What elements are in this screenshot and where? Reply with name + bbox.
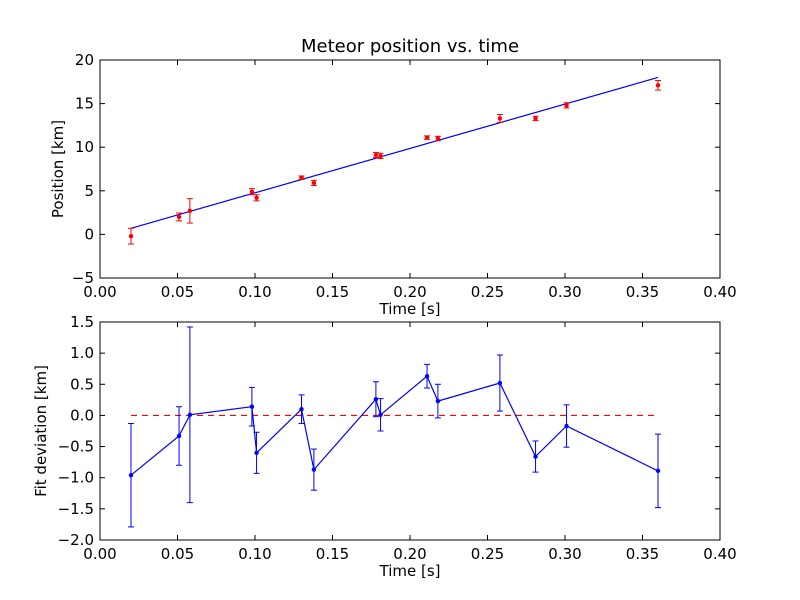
y-tick-label: 0 — [84, 225, 94, 243]
x-tick-label: 0.25 — [471, 283, 504, 301]
data-point — [435, 398, 441, 404]
y-tick-label: 5 — [84, 182, 94, 200]
data-point — [311, 467, 317, 472]
x-tick-label: 0.35 — [626, 545, 659, 563]
x-tick-label: 0.10 — [238, 545, 271, 563]
data-point — [533, 454, 538, 459]
data-point — [564, 103, 569, 108]
data-point — [254, 195, 259, 200]
data-point — [373, 397, 379, 402]
data-point — [655, 468, 661, 474]
deviation-chart: 0.00 0.05 0.10 0.15 0.20 0.25 0.30 0.35 0.40 −2.0… — [32, 313, 737, 580]
deviation-x-axis-label: Time [s] — [379, 562, 441, 580]
data-point — [176, 433, 182, 439]
x-tick-label: 0.40 — [703, 283, 736, 301]
data-point — [128, 233, 134, 239]
deviation-y-axis-label: Fit deviation [km] — [32, 365, 50, 497]
x-tick-label: 0.00 — [83, 545, 116, 563]
y-tick-label: −0.5 — [58, 438, 94, 456]
position-axis-ticks: 0.00 0.05 0.10 0.15 0.20 0.25 0.30 0.35 0.40 −5 0 5… — [72, 51, 737, 301]
x-tick-label: 0.30 — [548, 283, 581, 301]
position-y-axis-label: Position [km] — [49, 120, 67, 218]
x-tick-label: 0.35 — [626, 283, 659, 301]
x-tick-label: 0.30 — [548, 545, 581, 563]
y-tick-label: 10 — [75, 138, 94, 156]
data-point — [424, 135, 430, 140]
data-point — [655, 83, 661, 88]
data-point — [187, 208, 193, 214]
y-tick-label: 0.5 — [70, 375, 94, 393]
data-point — [533, 116, 538, 121]
y-tick-label: −1.5 — [58, 500, 94, 518]
deviation-plot-area — [128, 326, 661, 528]
data-point — [311, 180, 317, 186]
y-tick-label: 0.0 — [70, 406, 94, 424]
data-point — [564, 423, 569, 429]
x-tick-label: 0.20 — [393, 545, 426, 563]
position-plot-area — [128, 76, 661, 245]
data-point — [249, 189, 255, 194]
y-tick-label: 20 — [75, 51, 94, 69]
data-point — [249, 404, 255, 409]
y-tick-label: −1.0 — [58, 469, 94, 487]
data-point — [299, 175, 304, 180]
data-point — [497, 380, 503, 386]
y-tick-label: −5 — [72, 269, 94, 287]
fit-line — [130, 76, 659, 229]
x-tick-label: 0.00 — [83, 283, 116, 301]
y-tick-label: −2.0 — [58, 531, 94, 549]
data-point — [424, 373, 430, 379]
x-tick-label: 0.40 — [703, 545, 736, 563]
chart-title: Meteor position vs. time — [301, 36, 519, 57]
data-point — [254, 450, 259, 455]
x-tick-label: 0.05 — [161, 283, 194, 301]
deviation-axis-ticks: 0.00 0.05 0.10 0.15 0.20 0.25 0.30 0.35 0.40 −2.0… — [58, 313, 737, 563]
position-x-axis-label: Time [s] — [379, 300, 441, 318]
x-tick-label: 0.15 — [316, 283, 349, 301]
x-tick-label: 0.25 — [471, 545, 504, 563]
y-tick-label: 15 — [75, 95, 94, 113]
data-point — [378, 412, 383, 418]
y-tick-label: 1.5 — [70, 313, 94, 331]
data-point — [128, 473, 134, 478]
data-point — [378, 153, 383, 159]
data-point — [187, 412, 193, 418]
data-point — [176, 214, 182, 220]
data-point — [373, 152, 379, 158]
data-point — [435, 136, 441, 141]
data-point — [497, 116, 503, 121]
y-tick-label: 1.0 — [70, 344, 94, 362]
x-tick-label: 0.20 — [393, 283, 426, 301]
x-tick-label: 0.05 — [161, 545, 194, 563]
position-chart: Meteor position vs. time 0.00 0.05 0.10 0.1… — [49, 36, 737, 318]
x-tick-label: 0.15 — [316, 545, 349, 563]
data-point — [299, 407, 304, 412]
x-tick-label: 0.10 — [238, 283, 271, 301]
